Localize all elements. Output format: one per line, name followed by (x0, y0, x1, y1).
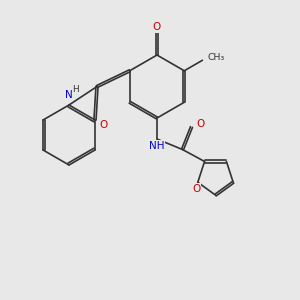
Text: O: O (192, 184, 200, 194)
Text: NH: NH (149, 141, 165, 151)
Text: O: O (153, 22, 161, 32)
Text: H: H (72, 85, 79, 94)
Text: CH₃: CH₃ (208, 53, 225, 62)
Text: O: O (196, 119, 204, 129)
Text: N: N (65, 90, 73, 100)
Text: O: O (99, 120, 107, 130)
